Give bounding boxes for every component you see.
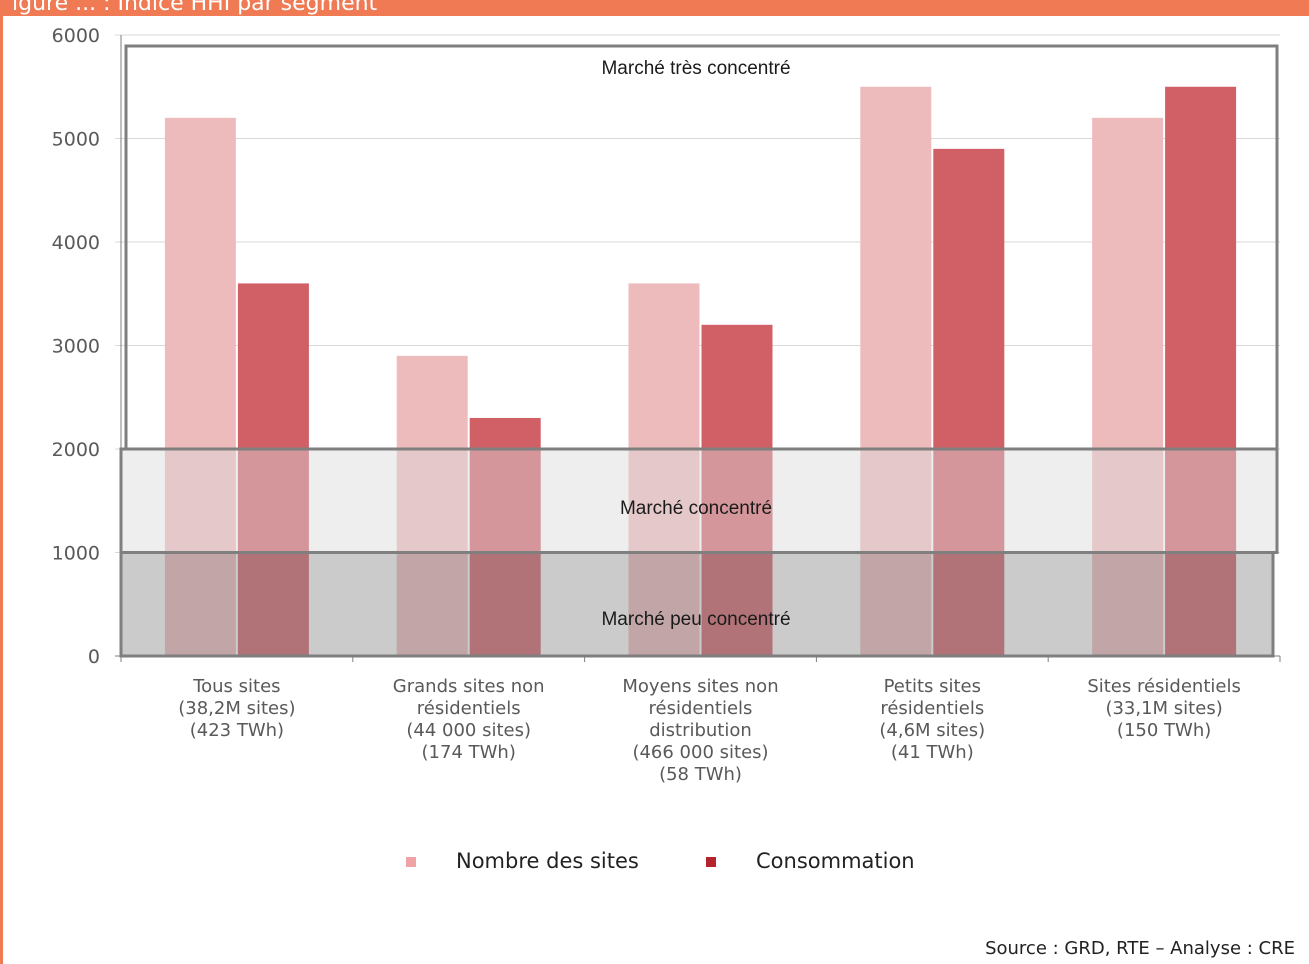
bar-sites-1 — [396, 355, 468, 656]
bar-sites-3 — [860, 86, 932, 656]
zone-label-2: Marché très concentré — [601, 58, 790, 79]
bar-consumption-2 — [701, 324, 773, 656]
y-tick-label-3000: 3000 — [52, 336, 100, 358]
x-tick-label-line: (41 TWh) — [890, 742, 974, 763]
bar-sites-0 — [164, 117, 236, 657]
legend-swatch-consumption — [706, 857, 716, 867]
legend-item-consumption: Consommation — [706, 849, 915, 873]
x-tick-label-4: Sites résidentiels (33,1M sites) (150 TWh) — [1054, 676, 1274, 742]
x-tick-label-line: (33,1M sites) — [1105, 698, 1223, 719]
legend-label-sites: Nombre des sites — [456, 849, 639, 873]
zone-tres-concentre — [124, 44, 1279, 451]
header-title: igure ... : Indice HHI par segment — [12, 0, 378, 16]
legend-swatch-sites — [406, 857, 416, 867]
y-tick-label-0: 0 — [88, 646, 100, 668]
header-bar: igure ... : Indice HHI par segment — [0, 0, 1309, 16]
x-tick-label-line: (38,2M sites) — [178, 698, 296, 719]
bar-consumption-0 — [237, 283, 309, 656]
x-tick-label-line: (150 TWh) — [1116, 720, 1212, 741]
zone-label-0: Marché peu concentré — [601, 609, 790, 630]
bar-consumption-1 — [469, 417, 541, 656]
zone-concentre — [119, 447, 1279, 554]
x-tick-label-2: Moyens sites non résidentiels distribution… — [591, 676, 811, 786]
legend-label-consumption: Consommation — [756, 849, 915, 873]
x-tick-label-line: Moyens sites non — [622, 676, 779, 697]
left-accent-bar — [0, 0, 3, 964]
bar-sites-4 — [1092, 117, 1164, 657]
x-tick-label-line: (423 TWh) — [189, 720, 285, 741]
bar-consumption-3 — [933, 148, 1005, 656]
source-note: Source : GRD, RTE – Analyse : CRE — [985, 938, 1295, 959]
x-tick-label-line: (44 000 sites) — [406, 720, 531, 741]
bar-sites-2 — [628, 283, 700, 656]
x-tick-label-0: Tous sites (38,2M sites) (423 TWh) — [127, 676, 347, 742]
y-tick-label-2000: 2000 — [52, 439, 100, 461]
y-tick-label-5000: 5000 — [52, 129, 100, 151]
x-tick-label-line: (4,6M sites) — [879, 720, 986, 741]
x-tick-label-line: Petits sites — [883, 676, 981, 697]
x-tick-label-line: Sites résidentiels — [1087, 676, 1241, 697]
x-tick-label-1: Grands sites non résidentiels (44 000 site… — [359, 676, 579, 764]
x-tick-label-line: (58 TWh) — [659, 764, 742, 785]
zone-label-1: Marché concentré — [620, 498, 772, 519]
legend-item-sites: Nombre des sites — [406, 849, 639, 873]
x-tick-label-line: (174 TWh) — [421, 742, 516, 763]
x-tick-label-3: Petits sites résidentiels (4,6M sites) (41 … — [822, 676, 1042, 764]
x-tick-label-line: (466 000 sites) — [632, 742, 769, 763]
y-tick-label-6000: 6000 — [52, 25, 100, 47]
y-tick-label-1000: 1000 — [52, 543, 100, 565]
x-tick-label-line: Grands sites non — [392, 676, 545, 697]
x-tick-label-line: résidentiels — [416, 698, 521, 719]
bar-consumption-4 — [1165, 86, 1237, 656]
zone-peu-concentre — [119, 551, 1275, 658]
x-tick-label-line: Tous sites — [193, 676, 281, 697]
x-tick-label-line: résidentiels — [648, 698, 753, 719]
x-tick-label-line: distribution — [649, 720, 752, 741]
y-tick-label-4000: 4000 — [52, 232, 100, 254]
x-tick-label-line: résidentiels — [880, 698, 985, 719]
